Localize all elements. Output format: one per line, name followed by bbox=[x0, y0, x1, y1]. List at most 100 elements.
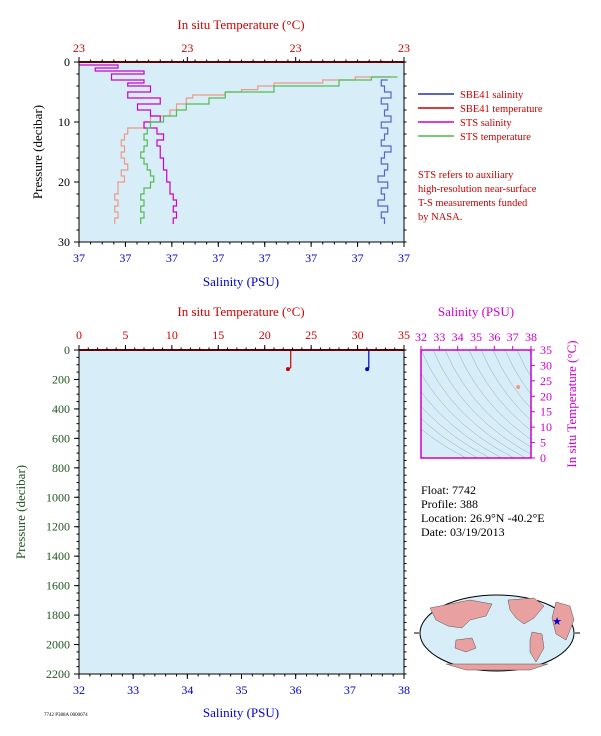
land-south-america bbox=[529, 631, 545, 663]
bottom-temp-tick-label: 30 bbox=[352, 328, 364, 342]
top-temp-axis-title: In situ Temperature (°C) bbox=[177, 17, 304, 32]
bottom-temp-tick-label: 20 bbox=[259, 328, 271, 342]
bottom-temp-tick-label: 0 bbox=[76, 328, 82, 342]
legend-label: STS temperature bbox=[460, 132, 531, 143]
sts-note: STS refers to auxiliary high-resolution … bbox=[418, 170, 537, 223]
top-salinity-tick-label: 37 bbox=[212, 251, 224, 265]
float-info: Float: 7742 Profile: 388 Location: 26.9°… bbox=[421, 483, 545, 539]
top-series-line-0 bbox=[377, 79, 392, 224]
top-series-line-3 bbox=[140, 76, 398, 224]
bottom-pressure-tick-label: 200 bbox=[52, 372, 70, 386]
bottom-salinity-tick-label: 38 bbox=[398, 683, 410, 697]
land-north-america bbox=[507, 597, 545, 625]
ts-salinity-tick-label: 35 bbox=[470, 330, 482, 344]
date: Date: 03/19/2013 bbox=[421, 525, 505, 539]
ts-density-contour bbox=[421, 405, 491, 458]
sts-note-line-3: T-S measurements funded bbox=[418, 198, 528, 209]
top-series-line-1 bbox=[114, 76, 391, 224]
ts-temp-tick-label: 20 bbox=[540, 389, 552, 403]
bottom-temp-tick-label: 5 bbox=[122, 328, 128, 342]
bottom-pressure-tick-label: 1600 bbox=[46, 579, 70, 593]
sts-note-line-2: high-resolution near-surface bbox=[418, 184, 537, 195]
sts-note-line-4: by NASA. bbox=[418, 212, 462, 223]
top-salinity-axis-title: Salinity (PSU) bbox=[203, 274, 279, 289]
legend-label: STS salinity bbox=[460, 118, 512, 129]
profile-number: Profile: 388 bbox=[421, 497, 478, 511]
sts-note-line-1: STS refers to auxiliary bbox=[418, 170, 514, 181]
map-land bbox=[429, 597, 575, 671]
land-europe-africa bbox=[551, 601, 575, 641]
top-salinity-tick-label: 37 bbox=[352, 251, 364, 265]
bottom-temp-tick-label: 10 bbox=[166, 328, 178, 342]
bottom-pressure-tick-label: 2000 bbox=[46, 638, 70, 652]
land-antarctica bbox=[445, 663, 549, 671]
bottom-pressure-tick-label: 800 bbox=[52, 461, 70, 475]
ts-density-contour bbox=[432, 350, 531, 455]
ts-salinity-tick-label: 38 bbox=[525, 330, 537, 344]
bottom-salinity-tick-label: 33 bbox=[127, 683, 139, 697]
ts-density-contour bbox=[421, 418, 479, 458]
ts-temp-tick-label: 5 bbox=[540, 436, 546, 450]
bottom-salinity-tick-label: 34 bbox=[181, 683, 193, 697]
top-salinity-tick-label: 37 bbox=[398, 251, 410, 265]
ts-density-contours bbox=[421, 350, 531, 458]
top-pressure-axis-title: Pressure (decibar) bbox=[30, 105, 45, 199]
bottom-pressure-axis-title: Pressure (decibar) bbox=[13, 465, 28, 559]
ts-salinity-tick-label: 34 bbox=[452, 330, 464, 344]
bottom-salinity-axis-title: Salinity (PSU) bbox=[203, 705, 279, 720]
full-depth-panel: 0200400600800100012001400160018002000220… bbox=[13, 304, 410, 720]
ts-salinity-axis-title: Salinity (PSU) bbox=[438, 304, 514, 319]
ts-plot-area bbox=[421, 350, 531, 458]
ts-salinity-tick-label: 33 bbox=[433, 330, 445, 344]
ts-density-contour bbox=[444, 350, 531, 448]
ts-density-contour bbox=[421, 350, 527, 458]
bottom-salinity-tick-label: 32 bbox=[73, 683, 85, 697]
ts-temp-tick-label: 30 bbox=[540, 358, 552, 372]
legend-label: SBE41 temperature bbox=[460, 104, 543, 115]
legend-label: SBE41 salinity bbox=[460, 90, 524, 101]
top-temp-tick-label: 23 bbox=[73, 41, 85, 55]
ts-temp-tick-label: 10 bbox=[540, 420, 552, 434]
ts-point-group bbox=[516, 385, 521, 390]
top-salinity-tick-label: 37 bbox=[305, 251, 317, 265]
top-temp-tick-label: 23 bbox=[290, 41, 302, 55]
ts-temp-tick-label: 25 bbox=[540, 374, 552, 388]
ts-temp-tick-label: 15 bbox=[540, 405, 552, 419]
ts-density-contour bbox=[468, 350, 531, 431]
ts-temp-tick-label: 35 bbox=[540, 343, 552, 357]
top-salinity-tick-label: 37 bbox=[166, 251, 178, 265]
bottom-pressure-tick-label: 1400 bbox=[46, 549, 70, 563]
bottom-salinity-tick-label: 36 bbox=[290, 683, 302, 697]
bottom-tick-group: 0200400600800100012001400160018002000220… bbox=[46, 328, 410, 697]
ts-density-contour bbox=[421, 373, 515, 458]
map-float-marker: ★ bbox=[552, 616, 562, 628]
ts-density-contour bbox=[421, 428, 467, 458]
bottom-pressure-tick-label: 1800 bbox=[46, 608, 70, 622]
bottom-temperature-end-point bbox=[285, 367, 290, 372]
bottom-temp-tick-label: 25 bbox=[305, 328, 317, 342]
bottom-salinity-tick-label: 37 bbox=[344, 683, 356, 697]
top-pressure-tick-label: 30 bbox=[58, 235, 70, 249]
bottom-pressure-tick-label: 1000 bbox=[46, 490, 70, 504]
ts-density-contour bbox=[504, 350, 531, 395]
bottom-pressure-tick-label: 1200 bbox=[46, 520, 70, 534]
bottom-pressure-tick-label: 400 bbox=[52, 402, 70, 416]
ts-point bbox=[516, 385, 521, 390]
bottom-plot-area bbox=[79, 350, 404, 674]
top-temp-tick-label: 23 bbox=[181, 41, 193, 55]
top-salinity-tick-label: 37 bbox=[73, 251, 85, 265]
legend: SBE41 salinity SBE41 temperature STS salin… bbox=[418, 90, 543, 143]
top-series-group bbox=[79, 64, 398, 224]
ts-salinity-tick-label: 36 bbox=[488, 330, 500, 344]
ts-density-contour bbox=[456, 350, 531, 440]
top-series-line-2 bbox=[79, 64, 178, 224]
top-temp-tick-label: 23 bbox=[398, 41, 410, 55]
footer-id: 7742 P388A 0000074 bbox=[44, 713, 88, 718]
ts-density-contour bbox=[516, 350, 531, 378]
ts-density-contour bbox=[421, 391, 503, 458]
location: Location: 26.9°N -40.2°E bbox=[421, 511, 545, 525]
